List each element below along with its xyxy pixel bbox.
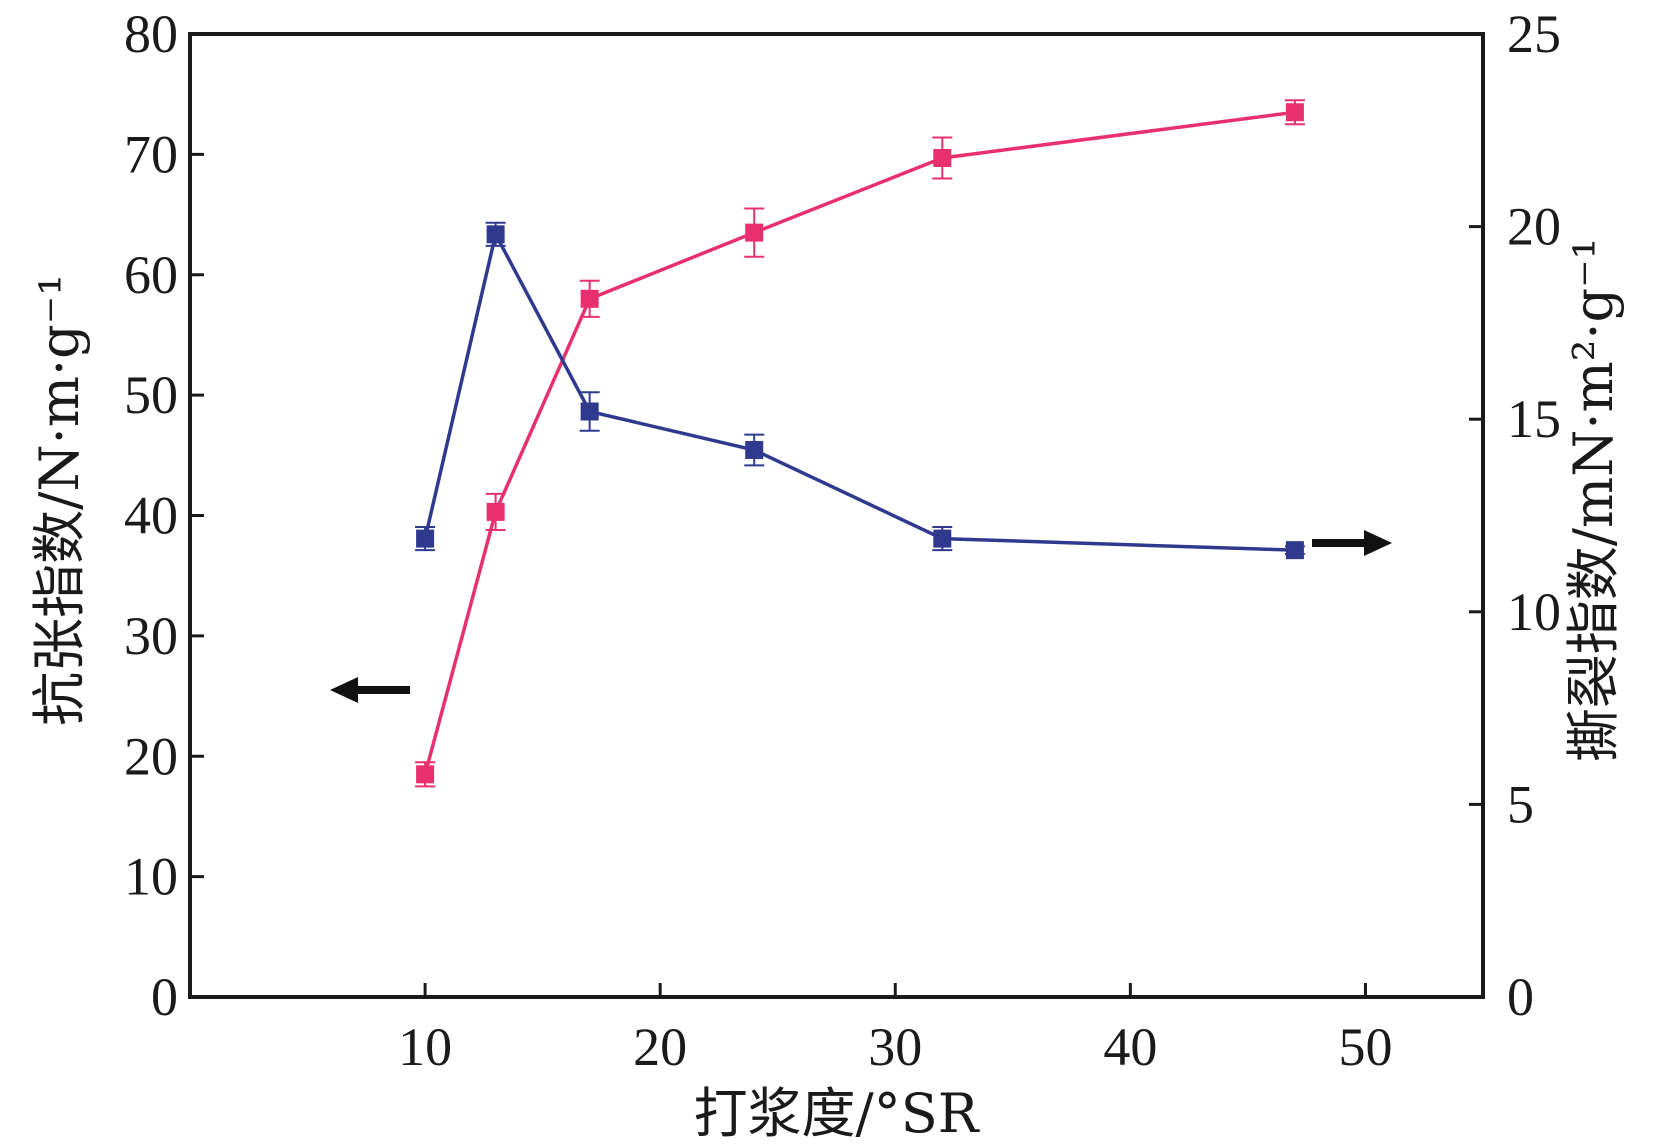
- x-tick-label: 50: [1338, 1017, 1392, 1077]
- y-right-tick-label: 10: [1507, 582, 1561, 642]
- x-tick-label: 30: [868, 1017, 922, 1077]
- y-left-tick-label: 60: [124, 245, 178, 305]
- x-tick-label: 40: [1103, 1017, 1157, 1077]
- y-right-tick-label: 20: [1507, 197, 1561, 257]
- y-left-tick-label: 20: [124, 726, 178, 786]
- data-point-marker: [580, 402, 599, 421]
- y-left-tick-label: 0: [151, 967, 178, 1027]
- data-point-marker: [933, 529, 952, 548]
- plot-area-frame: [188, 32, 1485, 999]
- arrows-layer: [330, 530, 1392, 703]
- arrow-left-icon: [330, 677, 410, 703]
- series-line: [423, 110, 1296, 775]
- y-axis-right-title: 撕裂指数/mN·m²·g⁻¹: [1562, 238, 1625, 763]
- data-point-marker: [580, 289, 599, 308]
- arrow-right-head: [1364, 530, 1392, 556]
- data-point-marker: [416, 529, 435, 548]
- data-point-marker: [933, 148, 952, 167]
- series-line: [423, 229, 1295, 552]
- data-point-marker: [486, 502, 505, 521]
- y-axis-left-title: 抗张指数/N·m·g⁻¹: [28, 274, 91, 726]
- series-left-axis: [415, 99, 1305, 788]
- data-point-marker: [1285, 103, 1304, 122]
- ticks-layer: 10 20 30 40 50 0 10 20 30 40 50 60 70 80 0 5 10 15 20 25: [124, 4, 1561, 1077]
- data-point-marker: [486, 225, 505, 244]
- arrow-left-head: [330, 677, 358, 703]
- y-left-tick-label: 10: [124, 847, 178, 907]
- y-left-tick-label: 80: [124, 4, 178, 64]
- series-layer: [415, 99, 1305, 788]
- data-point-marker: [745, 223, 764, 242]
- y-right-tick-label: 5: [1507, 774, 1534, 834]
- y-right-tick-label: 0: [1507, 967, 1534, 1027]
- y-right-tick-label: 25: [1507, 4, 1561, 64]
- arrow-right-icon: [1312, 530, 1392, 556]
- y-right-tick-label: 15: [1507, 389, 1561, 449]
- y-left-tick-label: 40: [124, 486, 178, 546]
- x-tick-label: 10: [398, 1017, 452, 1077]
- data-point-marker: [745, 441, 764, 460]
- x-axis-title: 打浆度/°SR: [694, 1082, 980, 1145]
- y-left-tick-label: 50: [124, 365, 178, 425]
- data-point-marker: [416, 765, 435, 784]
- x-tick-label: 20: [633, 1017, 687, 1077]
- y-left-tick-label: 30: [124, 606, 178, 666]
- series-right-axis: [415, 221, 1305, 560]
- data-point-marker: [1285, 541, 1304, 560]
- y-left-tick-label: 70: [124, 124, 178, 184]
